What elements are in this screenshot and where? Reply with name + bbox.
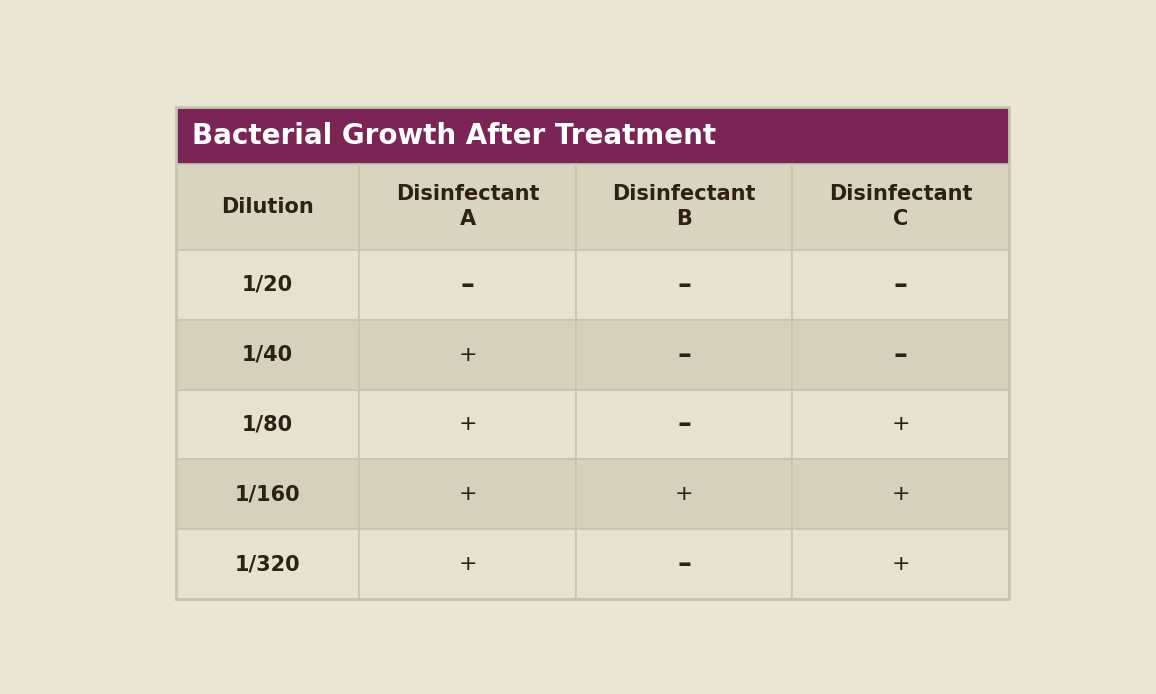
Bar xyxy=(576,529,792,599)
Text: +: + xyxy=(458,554,476,574)
Text: Bacterial Growth After Treatment: Bacterial Growth After Treatment xyxy=(192,121,716,150)
Text: –: – xyxy=(677,341,691,369)
Bar xyxy=(792,459,1009,529)
Text: –: – xyxy=(894,271,907,299)
Bar xyxy=(176,250,360,320)
Bar xyxy=(792,389,1009,459)
Bar xyxy=(576,250,792,320)
Bar xyxy=(360,389,576,459)
Bar xyxy=(360,529,576,599)
Bar xyxy=(176,320,360,389)
Bar xyxy=(176,164,360,250)
Bar xyxy=(360,164,576,250)
Text: +: + xyxy=(458,414,476,434)
Bar xyxy=(176,529,360,599)
Text: –: – xyxy=(677,550,691,578)
Bar xyxy=(360,459,576,529)
Bar xyxy=(176,389,360,459)
Text: –: – xyxy=(677,271,691,299)
Text: –: – xyxy=(677,410,691,439)
Text: 1/40: 1/40 xyxy=(242,345,294,364)
Bar xyxy=(176,108,1009,164)
Text: +: + xyxy=(458,484,476,505)
Text: 1/20: 1/20 xyxy=(242,275,294,295)
Text: +: + xyxy=(891,554,910,574)
Bar xyxy=(792,250,1009,320)
Text: +: + xyxy=(675,484,694,505)
Text: 1/320: 1/320 xyxy=(235,554,301,574)
Bar xyxy=(792,529,1009,599)
Bar xyxy=(176,459,360,529)
Bar xyxy=(576,389,792,459)
Bar xyxy=(576,164,792,250)
Text: –: – xyxy=(460,271,474,299)
Bar xyxy=(576,459,792,529)
Text: +: + xyxy=(891,414,910,434)
Bar xyxy=(576,320,792,389)
Text: Disinfectant
A: Disinfectant A xyxy=(395,185,539,229)
Text: Disinfectant
C: Disinfectant C xyxy=(829,185,972,229)
Text: Dilution: Dilution xyxy=(221,197,314,217)
Text: 1/160: 1/160 xyxy=(235,484,301,505)
Bar xyxy=(360,250,576,320)
Text: 1/80: 1/80 xyxy=(242,414,294,434)
Text: +: + xyxy=(458,345,476,364)
Bar xyxy=(792,164,1009,250)
Bar xyxy=(792,320,1009,389)
Text: +: + xyxy=(891,484,910,505)
Text: Disinfectant
B: Disinfectant B xyxy=(613,185,756,229)
Text: –: – xyxy=(894,341,907,369)
Bar xyxy=(360,320,576,389)
